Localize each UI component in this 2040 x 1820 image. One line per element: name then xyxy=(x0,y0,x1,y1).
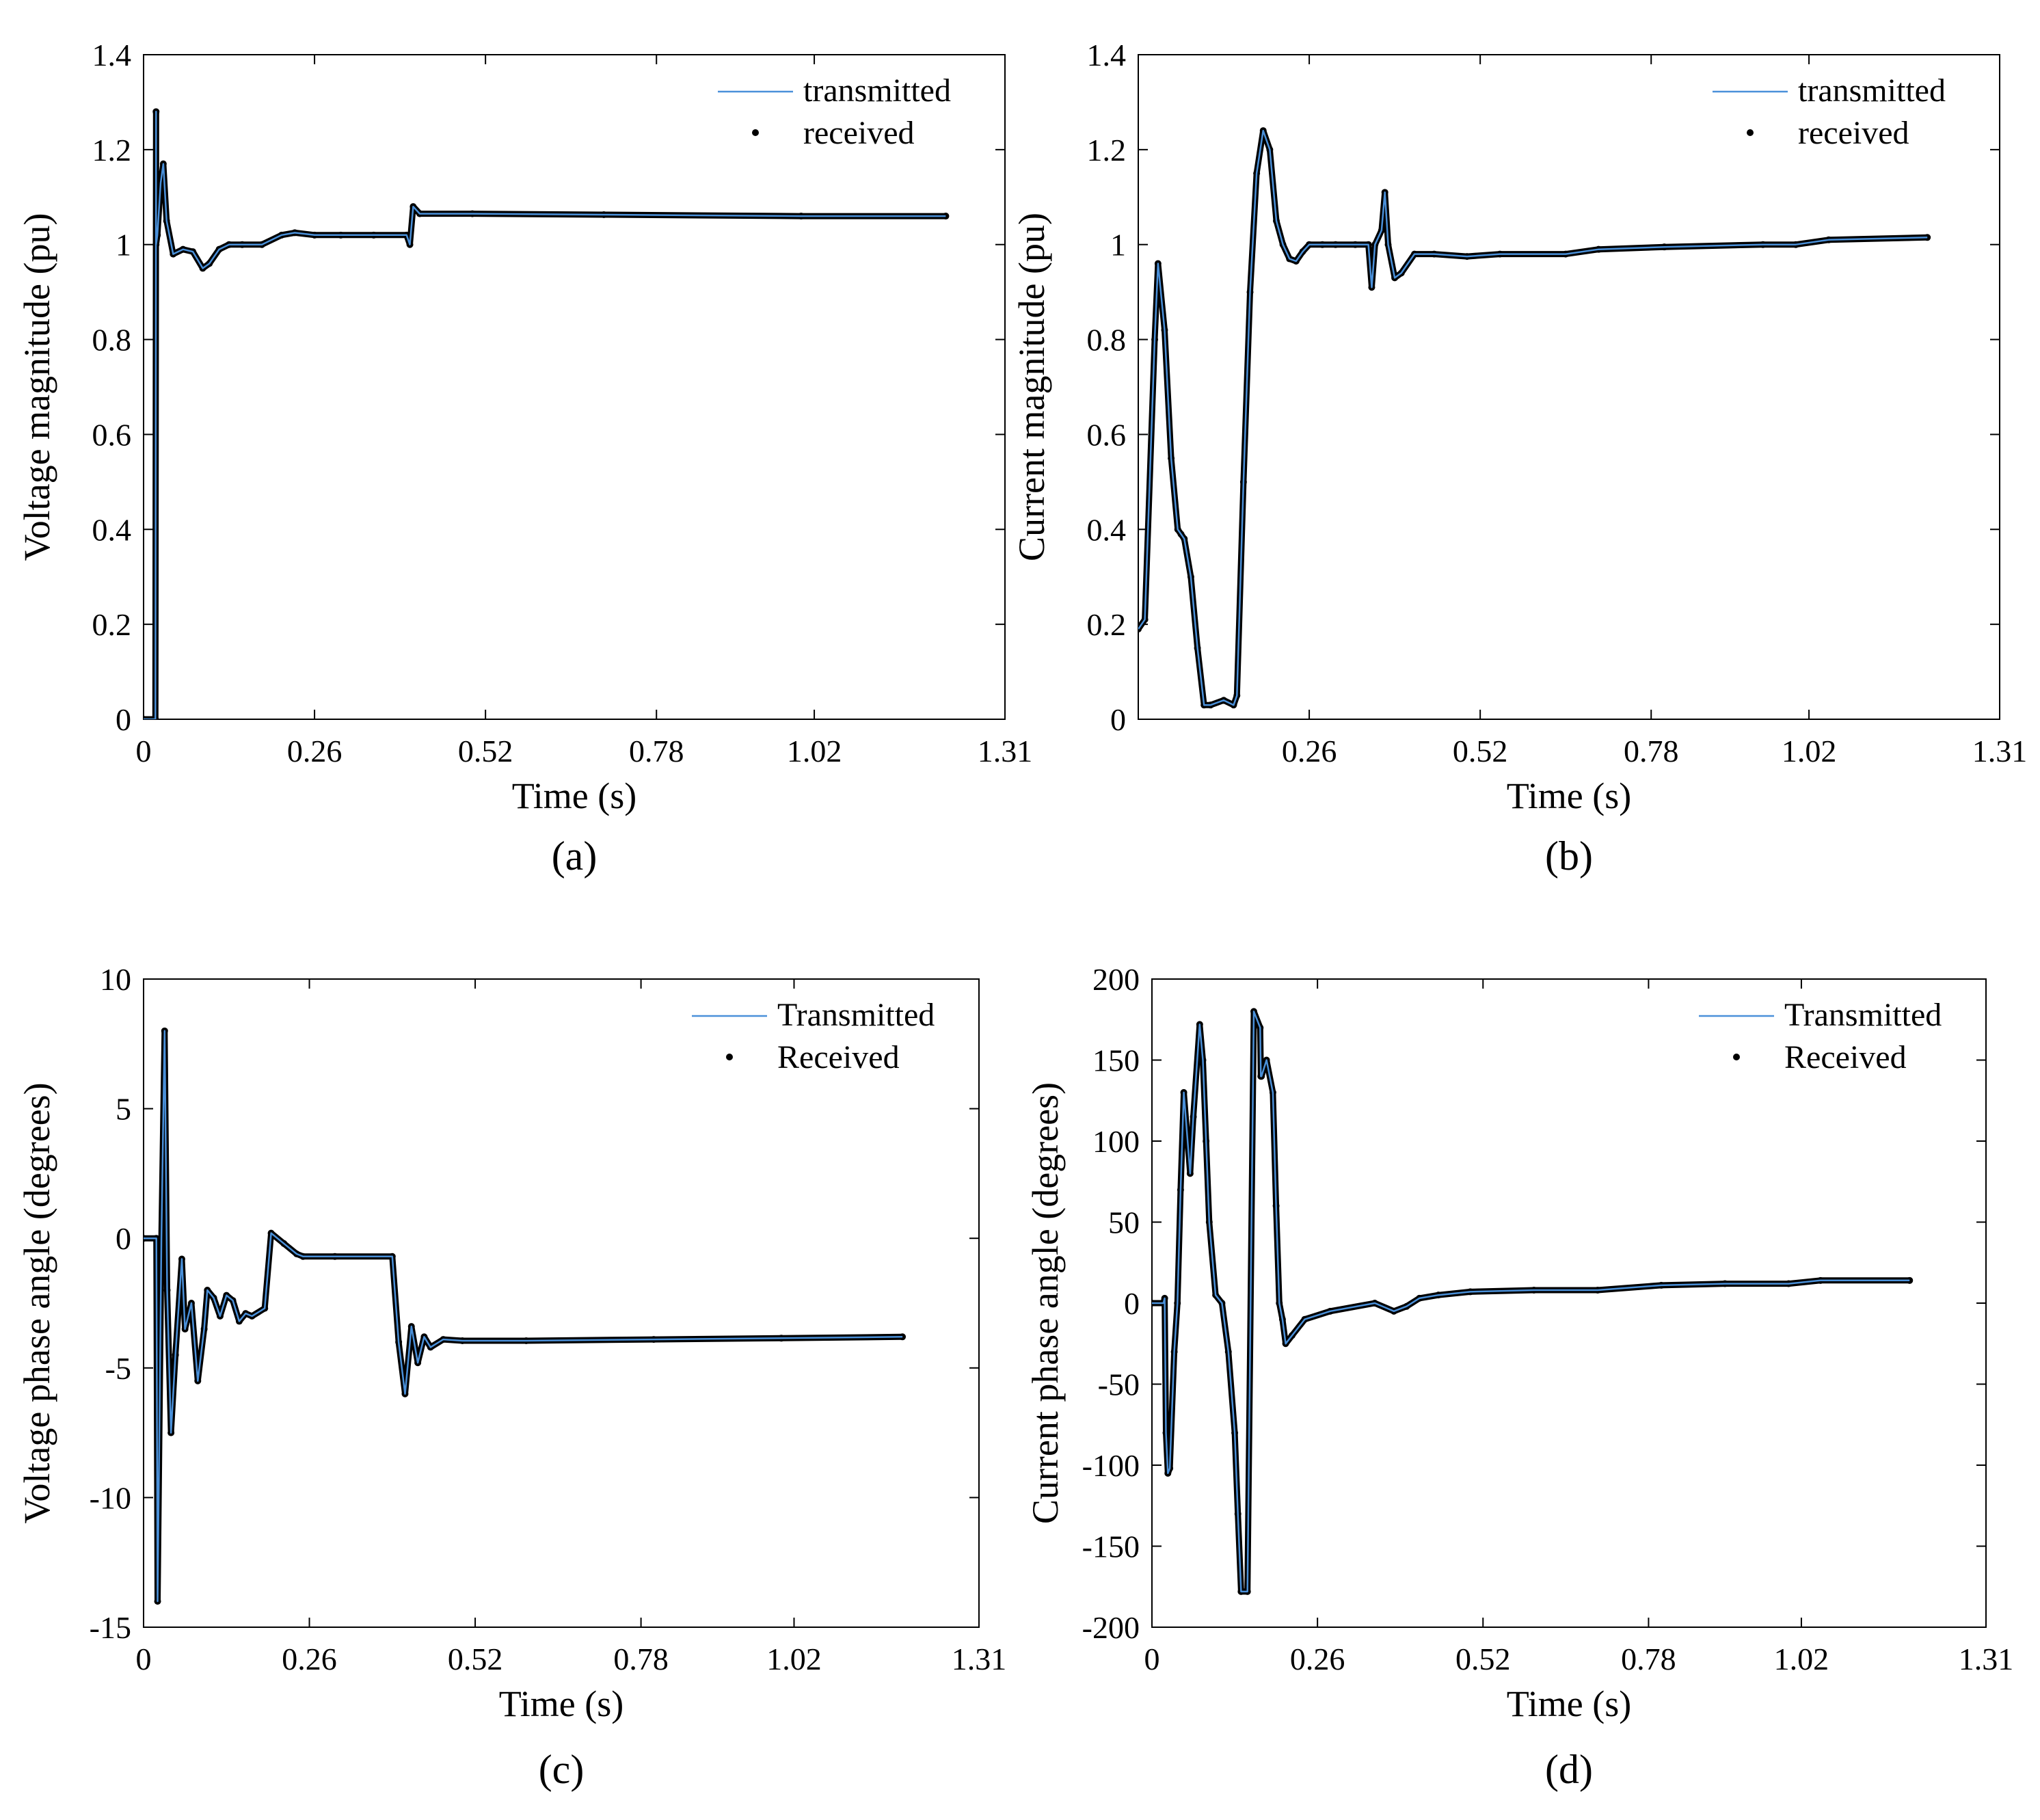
legend-label-received: Received xyxy=(1784,1039,1907,1075)
series-line-received xyxy=(144,108,949,719)
chart-panel-d: 0 0.26 0.52 0.78 1.02 1.31 -200 -150 -100 -50 0 50 1… xyxy=(1025,962,2013,1792)
x-tick-label: 0.52 xyxy=(458,734,513,768)
x-axis-label: Time (s) xyxy=(1507,1683,1632,1724)
chart-panel-c: 0 0.26 0.52 0.78 1.02 1.31 -15 -10 -5 0 5 10 Time (s… xyxy=(16,962,1006,1792)
y-tick-label: 1.2 xyxy=(1087,133,1127,168)
legend-swatch-received xyxy=(726,1054,733,1060)
panel-label: (d) xyxy=(1545,1747,1593,1792)
legend-swatch-received xyxy=(1747,129,1754,136)
x-tick-label: 0.78 xyxy=(613,1642,669,1676)
series-line-received xyxy=(1138,127,1931,708)
panel-label: (a) xyxy=(552,833,598,879)
received-point xyxy=(942,213,950,220)
y-tick-label: 0.8 xyxy=(92,323,132,358)
plot-frame xyxy=(143,54,1006,720)
chart-panel-a: 0 0.26 0.52 0.78 1.02 1.31 0 0.2 0.4 0.6 0.8 1 1.2 1.… xyxy=(16,38,1032,879)
x-tick-label: 0.26 xyxy=(282,1642,337,1676)
legend-label-transmitted: Transmitted xyxy=(777,997,935,1033)
legend-swatch-received xyxy=(1733,1054,1740,1060)
y-tick-label: -10 xyxy=(90,1480,131,1515)
x-axis-label: Time (s) xyxy=(1507,775,1632,816)
y-tick-label: 0 xyxy=(1110,702,1126,737)
y-tick-label: 50 xyxy=(1108,1205,1140,1240)
y-tick-label: -150 xyxy=(1082,1529,1140,1564)
x-tick-label: 1.31 xyxy=(1959,1642,2014,1676)
x-tick-label: 1.31 xyxy=(952,1642,1007,1676)
plot-frame xyxy=(143,978,980,1628)
x-tick-label: 1.02 xyxy=(1782,734,1837,768)
y-tick-label: 1.4 xyxy=(92,38,132,72)
x-tick-label: 0.78 xyxy=(629,734,684,768)
x-tick-label: 0.26 xyxy=(1282,734,1337,768)
plot-frame xyxy=(1138,54,2000,720)
y-tick-label: -200 xyxy=(1082,1610,1140,1645)
x-tick-label: 1.31 xyxy=(1972,734,2028,768)
y-tick-label: 0.6 xyxy=(1087,417,1127,452)
x-axis-label: Time (s) xyxy=(499,1683,624,1724)
y-tick-label: 5 xyxy=(116,1092,131,1127)
x-tick-label: 0.52 xyxy=(1453,734,1508,768)
legend-swatch-received xyxy=(752,129,759,136)
x-tick-label: 1.02 xyxy=(1774,1642,1829,1676)
y-axis-label: Current magnitude (pu) xyxy=(1011,213,1052,561)
panel-label: (b) xyxy=(1545,833,1593,879)
series-line-received xyxy=(1152,1008,1913,1595)
y-tick-label: 100 xyxy=(1092,1124,1140,1159)
x-tick-label: 0.26 xyxy=(287,734,343,768)
y-tick-label: 0.8 xyxy=(1087,323,1127,358)
x-tick-label: 0.78 xyxy=(1624,734,1679,768)
y-tick-label: 0 xyxy=(116,1221,131,1256)
series-line-received xyxy=(144,1028,906,1605)
y-tick-label: 0.2 xyxy=(92,607,132,642)
legend-label-transmitted: Transmitted xyxy=(1784,997,1942,1033)
y-tick-label: -100 xyxy=(1082,1448,1140,1483)
y-tick-label: 0.6 xyxy=(92,417,132,452)
y-axis-label: Voltage phase angle (degrees) xyxy=(16,1082,57,1523)
chart-panel-b: 0.26 0.52 0.78 1.02 1.31 0 0.2 0.4 0.6 0.8 1 1.2 1.4… xyxy=(1011,38,2027,879)
y-tick-label: 0.4 xyxy=(92,512,132,547)
y-tick-label: 1 xyxy=(116,228,131,263)
legend-label-transmitted: transmitted xyxy=(1798,72,1946,109)
x-tick-label: 0.78 xyxy=(1621,1642,1676,1676)
y-tick-label: 150 xyxy=(1092,1043,1140,1078)
y-tick-label: -15 xyxy=(90,1610,131,1645)
x-tick-label: 0.52 xyxy=(1455,1642,1511,1676)
x-tick-label: 0.26 xyxy=(1290,1642,1345,1676)
x-tick-label: 1.31 xyxy=(978,734,1033,768)
y-tick-label: 200 xyxy=(1092,962,1140,997)
x-tick-label: 0 xyxy=(1144,1642,1160,1676)
legend-label-received: received xyxy=(803,115,915,151)
y-axis-label: Voltage magnitude (pu) xyxy=(16,213,57,561)
x-tick-label: 0.52 xyxy=(448,1642,503,1676)
series-line-transmitted xyxy=(144,1030,903,1603)
y-tick-label: 0.2 xyxy=(1087,607,1127,642)
y-tick-label: 1.4 xyxy=(1087,38,1127,72)
y-tick-label: 0 xyxy=(1124,1286,1140,1321)
x-tick-label: 0 xyxy=(136,734,152,768)
received-point xyxy=(1906,1276,1914,1284)
y-axis-label: Current phase angle (degrees) xyxy=(1025,1082,1066,1524)
x-axis-label: Time (s) xyxy=(512,775,637,816)
legend-label-received: received xyxy=(1798,115,1909,151)
x-tick-label: 1.02 xyxy=(766,1642,822,1676)
legend-label-received: Received xyxy=(777,1039,900,1075)
series-line-transmitted xyxy=(1138,129,1928,706)
series-line-transmitted xyxy=(1152,1011,1910,1593)
panel-label: (c) xyxy=(539,1747,585,1792)
x-tick-label: 1.02 xyxy=(787,734,842,768)
y-tick-label: 1.2 xyxy=(92,133,132,168)
y-tick-label: 0 xyxy=(116,702,131,737)
y-tick-label: 1 xyxy=(1110,228,1126,263)
y-tick-label: -5 xyxy=(105,1351,131,1386)
y-tick-label: -50 xyxy=(1098,1367,1140,1402)
x-tick-label: 0 xyxy=(136,1642,152,1676)
legend-label-transmitted: transmitted xyxy=(803,72,951,109)
series-line-transmitted xyxy=(144,111,946,719)
y-tick-label: 0.4 xyxy=(1087,512,1127,547)
y-tick-label: 10 xyxy=(100,962,131,997)
